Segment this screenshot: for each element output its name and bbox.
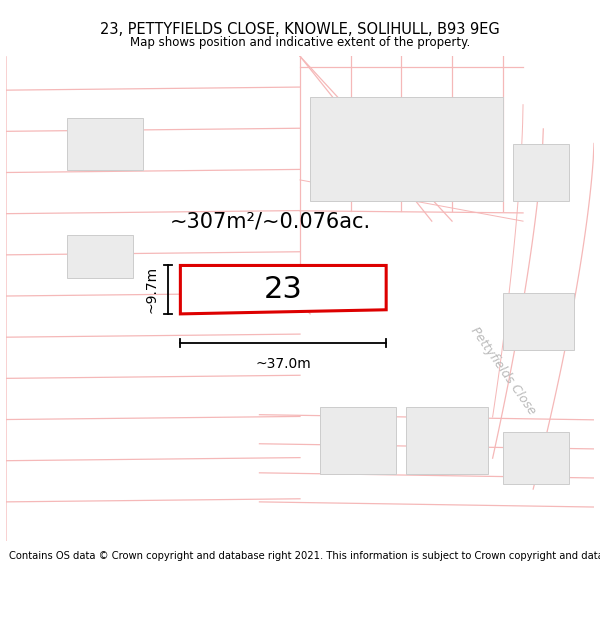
Text: ~307m²/~0.076ac.: ~307m²/~0.076ac.: [170, 211, 371, 231]
Text: Contains OS data © Crown copyright and database right 2021. This information is : Contains OS data © Crown copyright and d…: [9, 551, 600, 561]
Bar: [503, 293, 574, 350]
Polygon shape: [181, 266, 386, 314]
Bar: [310, 98, 503, 201]
Text: 23: 23: [264, 275, 303, 304]
Text: ~37.0m: ~37.0m: [256, 357, 311, 371]
Text: ~9.7m: ~9.7m: [145, 266, 159, 313]
Bar: [513, 144, 569, 201]
Text: 23, PETTYFIELDS CLOSE, KNOWLE, SOLIHULL, B93 9EG: 23, PETTYFIELDS CLOSE, KNOWLE, SOLIHULL,…: [100, 22, 500, 37]
Bar: [503, 432, 569, 484]
Bar: [67, 118, 143, 169]
Bar: [320, 407, 397, 474]
Bar: [67, 234, 133, 278]
Bar: [406, 407, 488, 474]
Text: Pettyfields Close: Pettyfields Close: [467, 324, 538, 417]
Text: Map shows position and indicative extent of the property.: Map shows position and indicative extent…: [130, 36, 470, 49]
